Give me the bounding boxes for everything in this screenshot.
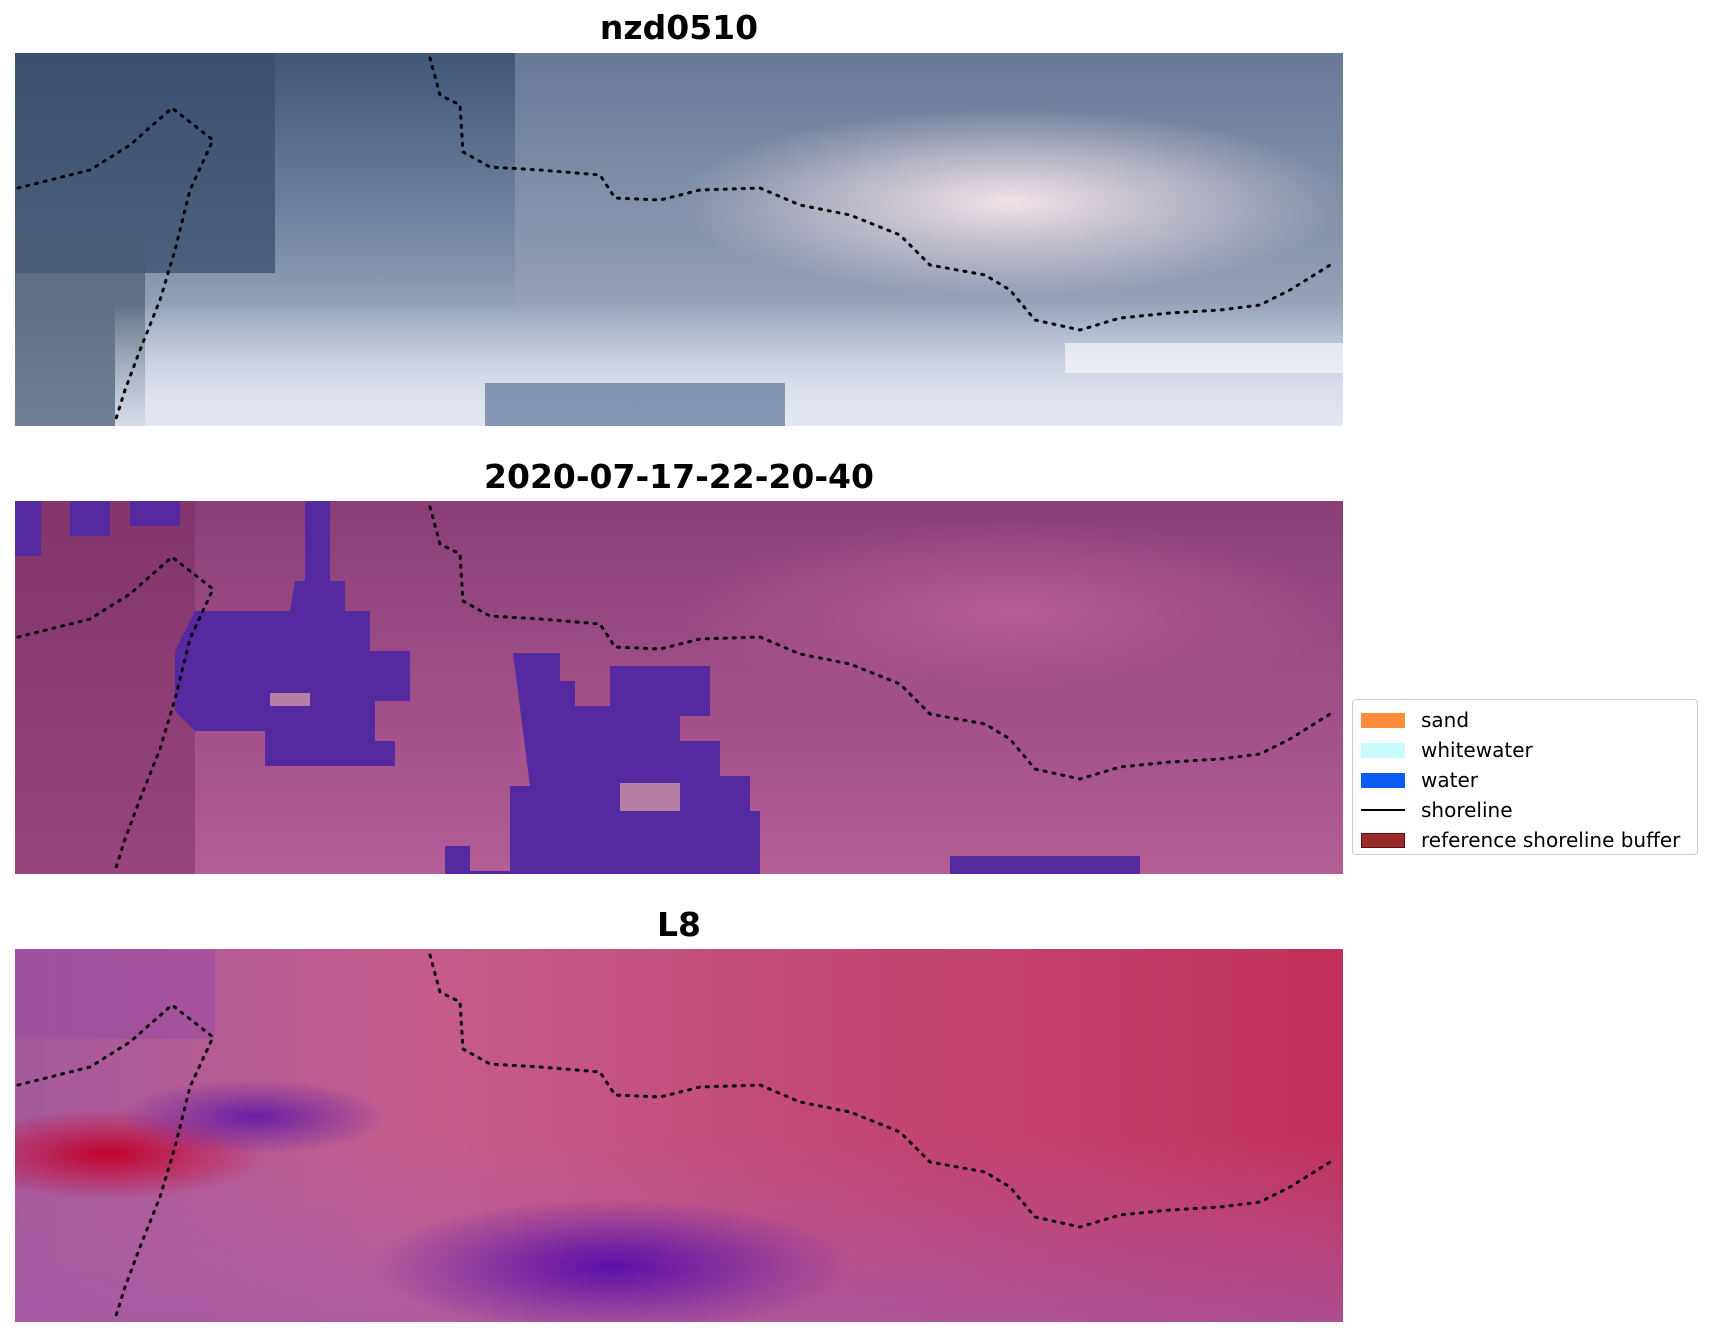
rgb-satellite-image — [15, 53, 1343, 426]
panel-title-l8: L8 — [657, 905, 701, 944]
index-image-panel — [15, 949, 1343, 1322]
classified-image — [15, 501, 1343, 874]
reference-buffer-swatch — [1361, 832, 1405, 848]
shoreline-line-swatch — [1361, 809, 1405, 811]
legend-item-whitewater: whitewater — [1361, 735, 1689, 765]
water-swatch — [1361, 772, 1405, 788]
legend-item-sand: sand — [1361, 705, 1689, 735]
legend: sand whitewater water shoreline referenc… — [1352, 699, 1698, 855]
legend-label: sand — [1421, 708, 1470, 732]
legend-item-shoreline: shoreline — [1361, 795, 1689, 825]
legend-label: shoreline — [1421, 798, 1513, 822]
legend-label: whitewater — [1421, 738, 1533, 762]
index-image — [15, 949, 1343, 1322]
rgb-image-panel — [15, 53, 1343, 426]
legend-item-water: water — [1361, 765, 1689, 795]
whitewater-swatch — [1361, 742, 1405, 758]
legend-label: water — [1421, 768, 1478, 792]
classified-image-panel — [15, 501, 1343, 874]
sand-swatch — [1361, 712, 1405, 728]
legend-label: reference shoreline buffer — [1421, 828, 1681, 852]
legend-item-reference-shoreline-buffer: reference shoreline buffer — [1361, 825, 1689, 855]
panel-title-classified: 2020-07-17-22-20-40 — [484, 457, 874, 496]
panel-title-rgb: nzd0510 — [599, 8, 759, 47]
